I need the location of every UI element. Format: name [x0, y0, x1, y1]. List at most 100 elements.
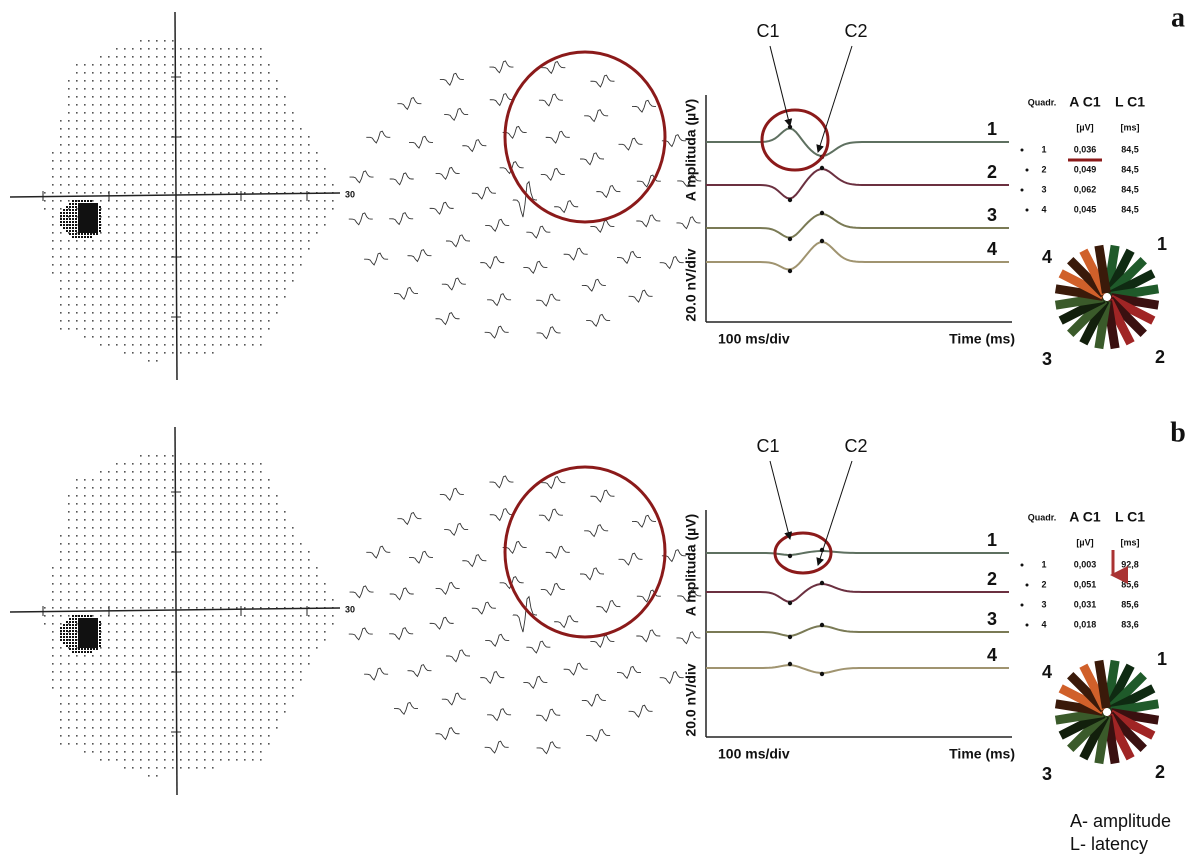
mferg-trace [350, 586, 374, 598]
mferg-trace [554, 616, 578, 628]
mferg-trace [394, 287, 418, 299]
table-cell: 2 [1041, 579, 1046, 589]
mferg-trace [536, 294, 560, 306]
arrow [818, 46, 852, 152]
table-cell: 1 [1041, 559, 1046, 569]
highlight-ellipse [505, 52, 665, 222]
mferg-trace [489, 61, 513, 73]
mferg-trace [446, 235, 470, 247]
mferg-trace [349, 628, 373, 640]
mferg-trace [472, 602, 496, 614]
table-header: L C1 [1115, 94, 1145, 110]
mferg-trace [596, 601, 620, 613]
mferg-trace [539, 509, 563, 521]
mferg-trace [480, 672, 504, 684]
mferg-trace [523, 261, 547, 273]
table-cell: 0,049 [1074, 164, 1097, 174]
table-unit: [µV] [1076, 537, 1093, 547]
table-cell: 0,036 [1074, 144, 1097, 154]
row-bullet [1026, 624, 1029, 627]
mferg-trace [446, 650, 470, 662]
quadrant-label: 1 [1157, 649, 1167, 669]
mferg-trace [442, 278, 466, 290]
trace-label: 4 [987, 645, 997, 665]
table-cell: 0,051 [1074, 579, 1097, 589]
mferg-trace [526, 641, 550, 653]
mferg-trace [513, 597, 537, 632]
table-header: Quadr. [1028, 97, 1057, 107]
mferg-trace [440, 73, 464, 85]
mferg-trace [629, 290, 653, 302]
table-cell: 4 [1041, 204, 1046, 214]
trace-label: 1 [987, 119, 997, 139]
figure: A- amplitude L- latency a30A mplituda (µ… [0, 0, 1195, 859]
mferg-trace [580, 568, 604, 580]
row-bullet [1026, 169, 1029, 172]
mferg-trace [487, 294, 511, 306]
mferg-trace [546, 546, 570, 558]
table-cell: 4 [1041, 619, 1046, 629]
field-axis-h [10, 608, 340, 612]
waveform [706, 665, 1009, 673]
peak-marker [788, 662, 792, 666]
quadrant-label: 2 [1155, 762, 1165, 782]
mferg-trace [586, 314, 610, 326]
mferg-trace [409, 551, 433, 563]
mferg-trace [394, 702, 418, 714]
mferg-trace [485, 219, 509, 231]
mferg-trace [636, 630, 660, 642]
table-cell: 84,5 [1121, 144, 1139, 154]
highlight-ellipse [505, 467, 665, 637]
mferg-trace [596, 186, 620, 198]
row-bullet [1021, 604, 1024, 607]
mferg-trace [523, 676, 547, 688]
peak-marker [820, 239, 824, 243]
table-cell: 3 [1041, 184, 1046, 194]
row-bullet [1021, 149, 1024, 152]
table-cell: 84,5 [1121, 164, 1139, 174]
mferg-trace [632, 515, 656, 527]
mferg-trace [440, 488, 464, 500]
field-axis-v [175, 12, 177, 380]
peak-marker [788, 269, 792, 273]
mferg-trace [389, 628, 413, 640]
waveform [706, 584, 1009, 602]
mferg-trace [619, 553, 643, 565]
waveform [706, 169, 1009, 198]
mferg-trace [617, 666, 641, 678]
legend-amplitude: A- amplitude [1070, 811, 1171, 831]
field-axis-h [10, 193, 340, 197]
mferg-trace [430, 617, 454, 629]
table-cell: 83,6 [1121, 619, 1139, 629]
mferg-trace [526, 226, 550, 238]
row-bullet [1026, 209, 1029, 212]
mferg-trace [546, 131, 570, 143]
mferg-trace [390, 173, 414, 185]
mferg-trace [582, 279, 606, 291]
mferg-trace [584, 525, 608, 537]
quadrant-label: 4 [1042, 247, 1052, 267]
table-cell: 0,018 [1074, 619, 1097, 629]
table-cell: 84,5 [1121, 204, 1139, 214]
trace-label: 3 [987, 609, 997, 629]
peak-marker [788, 237, 792, 241]
mferg-array [349, 61, 701, 339]
trace-label: 2 [987, 569, 997, 589]
annotation-c2: C2 [844, 436, 867, 456]
waveform [706, 242, 1009, 269]
annotation-c2: C2 [844, 21, 867, 41]
mferg-trace [436, 167, 460, 179]
trace-label: 1 [987, 530, 997, 550]
row-bullet [1021, 564, 1024, 567]
field-scale-label: 30 [345, 604, 355, 614]
mferg-trace [436, 728, 460, 740]
mferg-trace [350, 171, 374, 183]
panel-label: a [1171, 2, 1185, 33]
mferg-trace [397, 513, 421, 525]
table-cell: 2 [1041, 164, 1046, 174]
annotation-c1: C1 [756, 436, 779, 456]
mferg-trace [409, 136, 433, 148]
arrow [770, 461, 790, 539]
mferg-trace [442, 693, 466, 705]
